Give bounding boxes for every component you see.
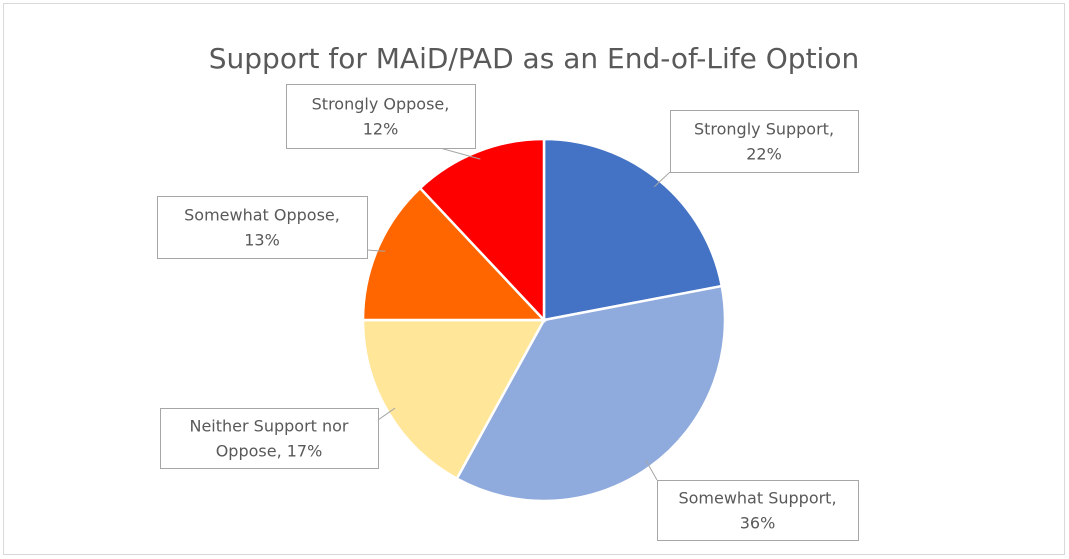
pie-slice: [361, 318, 547, 481]
leader-line: [377, 407, 396, 421]
leader-line: [645, 459, 658, 481]
pie-slice: [418, 137, 546, 324]
label-box: [670, 110, 859, 173]
label-box: [157, 196, 368, 259]
label-box: [657, 480, 859, 541]
data-label: Somewhat Oppose, 13%: [184, 206, 340, 250]
leader-line: [439, 147, 481, 160]
chart-title: Support for MAiD/PAD as an End-of-Life O…: [209, 42, 859, 75]
data-label: Somewhat Support, 36%: [678, 489, 836, 533]
pie-slice: [542, 137, 724, 322]
data-label: Strongly Oppose, 12%: [312, 95, 450, 139]
label-box: [286, 84, 476, 149]
leader-line: [366, 249, 386, 252]
pie-slice: [361, 186, 547, 322]
leader-line: [653, 171, 671, 188]
label-box: [160, 408, 379, 469]
data-label: Strongly Support, 22%: [694, 120, 834, 164]
data-label: Neither Support nor Oppose, 17%: [189, 417, 348, 461]
pie-slice: [455, 284, 727, 503]
